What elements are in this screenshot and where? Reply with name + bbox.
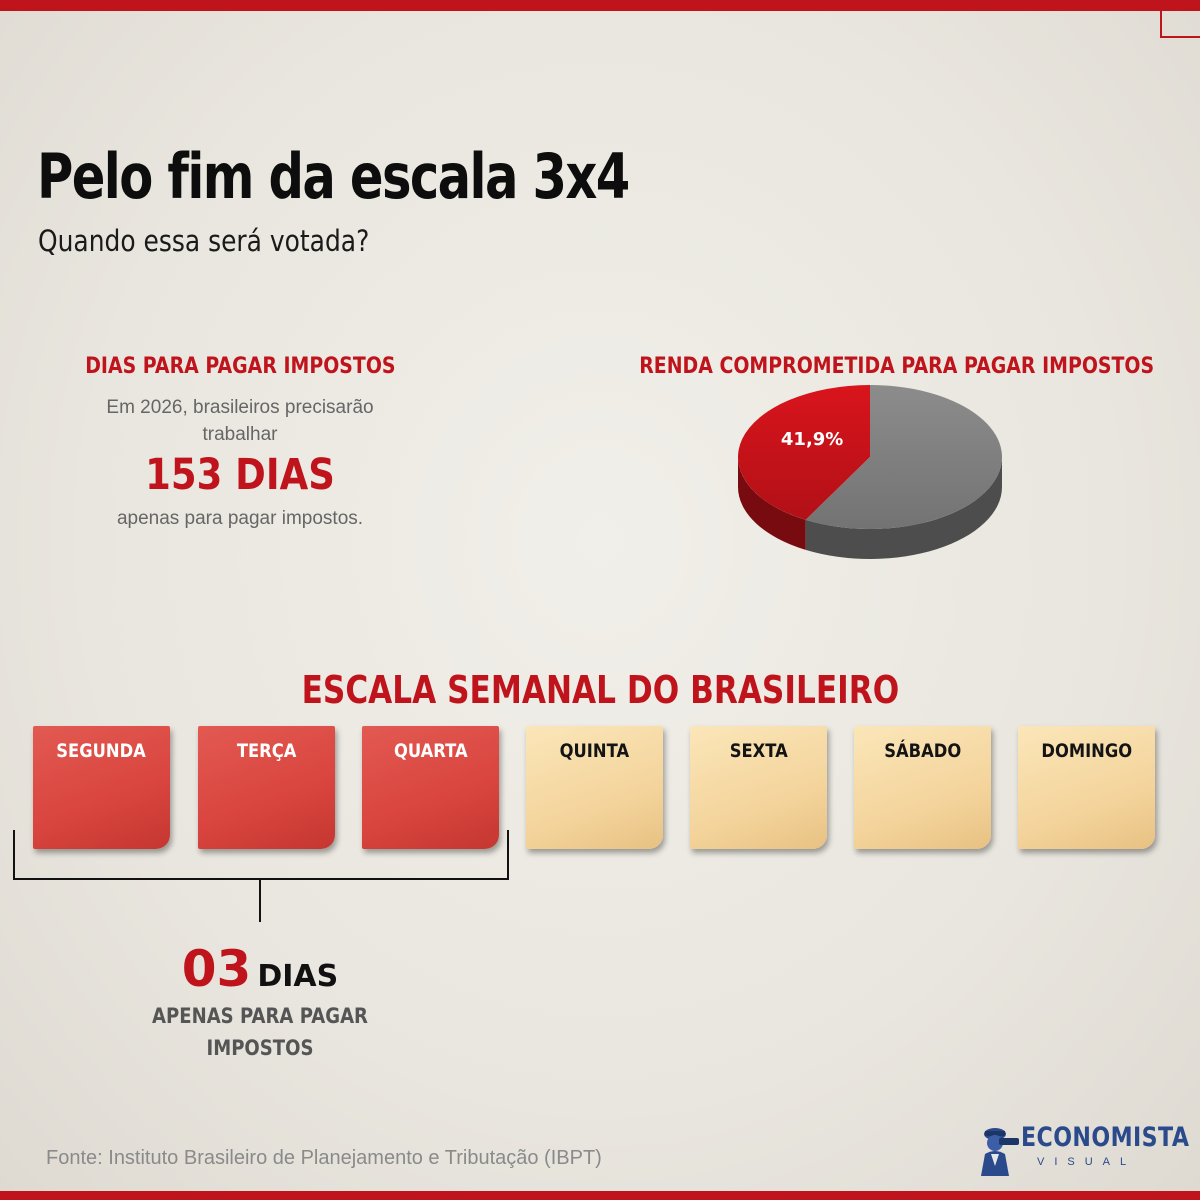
logo-subtext: VISUAL <box>1037 1156 1137 1168</box>
pie-slice-label-0: 41,9% <box>781 429 843 450</box>
day-label: SEXTA <box>729 740 788 762</box>
day-note-quarta: QUARTA <box>362 726 499 849</box>
pie-slice-side-1 <box>805 457 1002 559</box>
day-label: QUARTA <box>393 740 468 762</box>
source-note: Fonte: Instituto Brasileiro de Planejame… <box>46 1147 602 1169</box>
pie-slice-1 <box>805 385 1002 529</box>
page-subtitle: Quando essa será votada? <box>38 224 370 258</box>
economist-with-telescope-icon <box>981 1128 1019 1176</box>
day-label: QUINTA <box>559 740 630 762</box>
bracket-stem <box>259 880 261 922</box>
day-note-quinta: QUINTA <box>526 726 663 849</box>
day-note-domingo: DOMINGO <box>1018 726 1155 849</box>
work-days-unit: DIAS <box>257 959 339 994</box>
work-days-bracket <box>13 830 509 880</box>
work-days-caption: APENAS PARA PAGAR IMPOSTOS <box>152 1004 368 1060</box>
day-note-terca: TERÇA <box>198 726 335 849</box>
days-heading: DIAS PARA PAGAR IMPOSTOS <box>85 354 396 379</box>
income-heading: RENDA COMPROMETIDA PARA PAGAR IMPOSTOS <box>639 354 1155 379</box>
logo-wordmark: ECONOMISTA <box>1021 1122 1190 1153</box>
day-label: SÁBADO <box>884 740 961 762</box>
work-days-summary: 03 DIAS <box>110 940 410 998</box>
bottom-accent-bar <box>0 1191 1200 1200</box>
days-description: Em 2026, brasileiros precisarão trabalha… <box>106 397 374 445</box>
days-description-end: apenas para pagar impostos. <box>116 508 364 529</box>
corner-frame <box>1160 0 1200 38</box>
brand-logo: ECONOMISTA VISUAL <box>975 1118 1189 1178</box>
pie-slice-0 <box>738 385 870 520</box>
day-note-sexta: SEXTA <box>690 726 827 849</box>
pie-slice-side-0 <box>738 457 806 550</box>
days-highlight: 153 DIAS <box>145 450 335 500</box>
work-days-number: 03 <box>181 940 252 998</box>
week-title: ESCALA SEMANAL DO BRASILEIRO <box>301 668 899 712</box>
income-pie-chart: 41,9% <box>738 385 1002 559</box>
day-label: DOMINGO <box>1041 740 1132 762</box>
days-block: Em 2026, brasileiros precisarão trabalha… <box>60 350 420 530</box>
top-accent-bar <box>0 0 1200 11</box>
day-label: SEGUNDA <box>56 740 147 762</box>
day-note-segunda: SEGUNDA <box>33 726 170 849</box>
page-title: Pelo fim da escala 3x4 <box>37 140 630 213</box>
day-note-sabado: SÁBADO <box>854 726 991 849</box>
week-notes: SEGUNDA TERÇA QUARTA QUINTA SEXTA SÁBADO… <box>28 726 1158 856</box>
day-label: TERÇA <box>236 740 297 762</box>
